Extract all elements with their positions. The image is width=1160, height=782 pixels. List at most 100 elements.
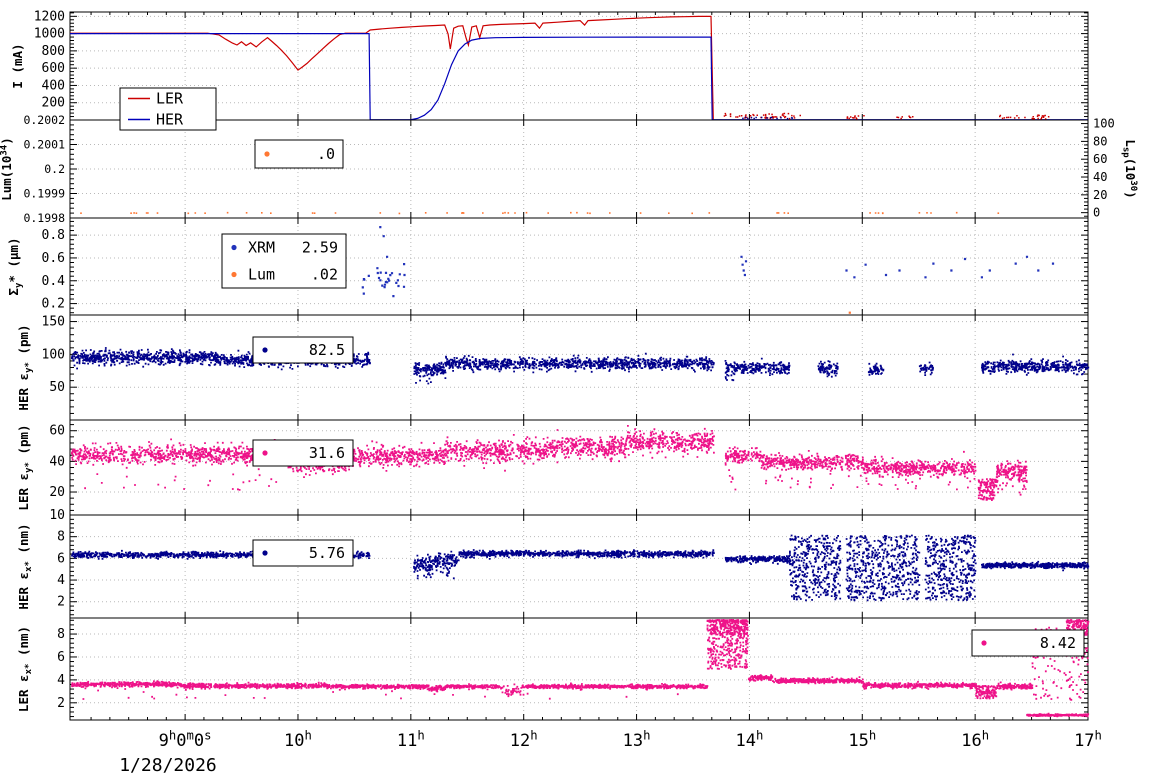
y-axis-title-current: I (mA): [10, 43, 25, 88]
y-tick-label: 150: [42, 315, 65, 330]
x-tick-label: 11h: [397, 729, 425, 751]
legend-dot-marker: [231, 271, 237, 278]
right-axis-title-luminosity: Lsp(1030): [1120, 139, 1138, 198]
y-tick-label: 100: [42, 347, 65, 362]
y-axis-title-luminosity: Lum(1034): [0, 137, 14, 201]
legend-dot-marker: [262, 450, 268, 456]
panel-her-ey: 50 100 150: [42, 314, 1090, 421]
legend-box: [971, 629, 1085, 657]
legend-dot-marker: [262, 347, 268, 353]
y-tick-label: 400: [42, 78, 65, 93]
panel-ler-ey: 20 40 60: [49, 419, 1089, 516]
legend-value: .02: [311, 266, 338, 284]
y-tick-label: 0.8: [42, 228, 65, 243]
legend-value: 5.76: [309, 544, 345, 562]
legend-her-ex: 5.76: [252, 539, 354, 567]
y-tick-label: 0.6: [42, 251, 65, 266]
right-tick-label: 0: [1093, 206, 1100, 220]
y-axis-title-sigma-y: Σy* (μm): [6, 237, 24, 295]
y-tick-label: 8: [57, 530, 65, 545]
x-tick-label: 9h0m0s: [159, 729, 212, 751]
x-tick-label: 13h: [623, 729, 651, 751]
date-label: 1/28/2026: [119, 755, 217, 776]
series-HER-injections: [742, 116, 794, 120]
legend-current: LER HER: [119, 87, 217, 131]
legend-dot-marker: [231, 244, 237, 251]
y-tick-label: 1200: [34, 9, 65, 24]
legend-sigma-y: XRM 2.59 Lum .02: [221, 233, 347, 289]
legend-ler-ex: 8.42: [971, 629, 1085, 657]
y-tick-label: 6: [57, 650, 65, 665]
legend-luminosity: .0: [254, 139, 344, 169]
legend-value: 2.59: [302, 239, 338, 257]
legend-box: [252, 336, 354, 364]
legend-box: [252, 539, 354, 567]
legend-label: Lum: [248, 266, 275, 284]
x-tick-label: 17h: [1074, 729, 1102, 751]
y-tick-label: 50: [49, 380, 65, 395]
y-tick-label: 600: [42, 61, 65, 76]
series-LER-current: [70, 15, 714, 120]
y-tick-label: 6: [57, 551, 65, 566]
legend-ler-ey: 31.6: [252, 439, 354, 467]
legend-label: HER: [156, 111, 184, 129]
panel-current: 200 400 600 800 1000 1200: [34, 9, 1089, 121]
x-tick-label: 16h: [961, 729, 989, 751]
x-tick-label: 14h: [735, 729, 763, 751]
y-tick-label: 60: [49, 424, 65, 439]
y-tick-label: 20: [49, 485, 65, 500]
y-tick-label: 4: [57, 573, 65, 588]
y-axis-title-ler-ey: LER εy* (pm): [16, 424, 34, 510]
legend-dot-marker: [981, 640, 987, 646]
series-HER-ey: [71, 347, 1090, 385]
right-tick-label: 40: [1093, 170, 1107, 184]
y-tick-label: 0.1998: [23, 211, 65, 225]
y-tick-label: 0.2: [42, 297, 65, 312]
y-tick-label: 0.2001: [23, 138, 65, 152]
right-tick-label: 100: [1093, 117, 1115, 131]
legend-value: 31.6: [309, 444, 345, 462]
y-tick-label: 0.4: [42, 274, 66, 289]
panel-frame-ler-ey: [69, 419, 1089, 516]
x-axis-labels: 9h0m0s 10h 11h 12h 13h 14h 15h 16h 17h 1/28/2026: [119, 729, 1102, 776]
x-tick-label: 15h: [848, 729, 876, 751]
x-tick-label: 12h: [510, 729, 538, 751]
y-tick-label: 0.2002: [23, 113, 65, 127]
y-tick-label: 200: [42, 96, 65, 111]
legend-value: 8.42: [1040, 634, 1076, 652]
panel-luminosity: 0.1998 0.1999 0.2 0.2001 0.2002 0 20 40 60 80 100: [23, 113, 1114, 225]
y-tick-label: 4: [57, 673, 65, 688]
legend-value: .0: [317, 145, 335, 163]
panel-frame-ler-ex: [69, 617, 1089, 721]
y-axis-title-ler-ex: LER εx* (nm): [16, 626, 34, 712]
legend-dot-marker: [264, 151, 270, 157]
right-tick-label: 80: [1093, 134, 1107, 148]
panel-frame-current: [69, 11, 1089, 121]
legend-box: [254, 139, 344, 169]
y-tick-label: 0.2: [44, 162, 65, 176]
panel-sigma-y: 0.2 0.4 0.6 0.8: [42, 217, 1089, 316]
series-Lum-beam-size: [848, 311, 851, 314]
legend-label: XRM: [248, 239, 275, 257]
legend-box: [119, 87, 217, 131]
panel-her-ex: 2 4 6 8 10: [49, 508, 1090, 619]
y-tick-label: 0.1999: [23, 187, 65, 201]
legend-box: [252, 439, 354, 467]
panel-ler-ex: 2 4 6 8: [57, 617, 1090, 721]
right-tick-label: 20: [1093, 188, 1107, 202]
right-tick-label: 60: [1093, 152, 1107, 166]
legend-box: [221, 233, 347, 289]
y-tick-label: 1000: [34, 27, 65, 42]
y-tick-label: 2: [57, 696, 65, 711]
panel-frame-her-ex: [69, 514, 1089, 619]
y-axis-title-her-ey: HER εy* (pm): [16, 324, 34, 410]
y-axis-title-her-ex: HER εx* (nm): [16, 523, 34, 609]
series-LER-ey: [71, 425, 1028, 501]
y-tick-label: 800: [42, 44, 65, 59]
legend-value: 82.5: [309, 341, 345, 359]
y-tick-label: 40: [49, 454, 65, 469]
legend-dot-marker: [262, 550, 268, 556]
y-tick-label: 10: [49, 508, 65, 523]
